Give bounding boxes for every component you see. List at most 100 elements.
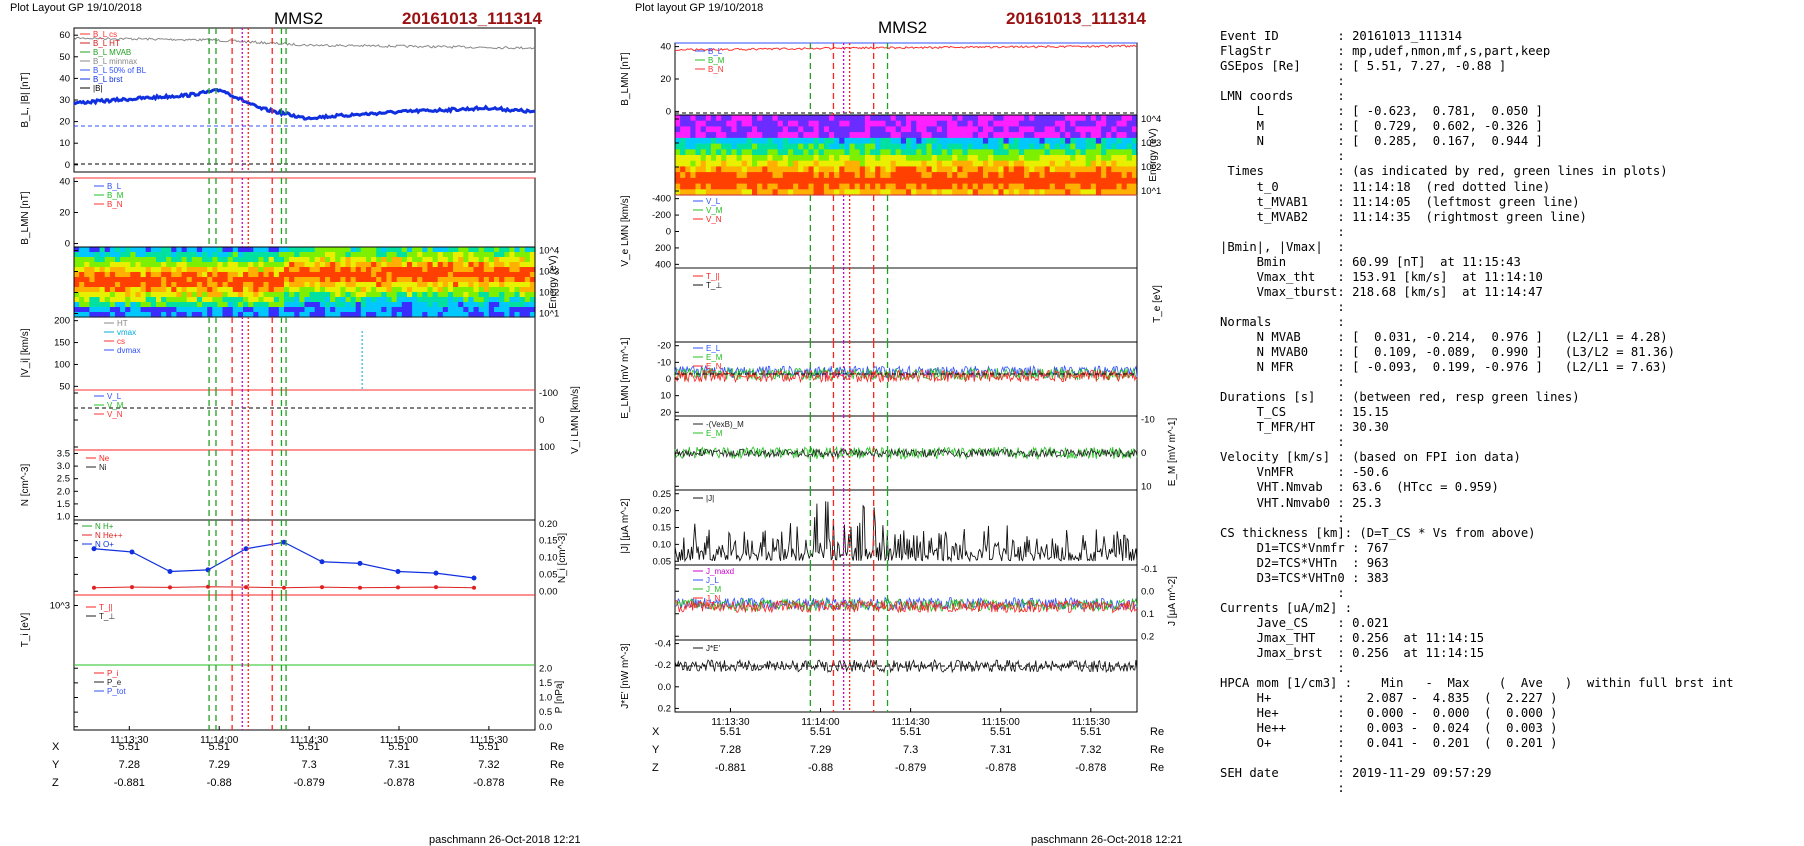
spectrogram-cell — [1060, 177, 1066, 185]
spectrogram-cell — [473, 297, 480, 303]
spectrogram-cell — [685, 177, 691, 185]
spectrogram-cell — [227, 302, 234, 308]
spectrogram-cell — [417, 247, 423, 253]
spectrogram-cell — [84, 312, 90, 318]
spectrogram-cell — [1116, 189, 1123, 196]
spectrogram-cell — [695, 177, 702, 185]
spectrogram-cell — [705, 183, 712, 190]
spectrogram-cell — [1029, 177, 1035, 185]
y-tick-label: 0.05 — [539, 569, 558, 580]
y-tick-label: 100 — [54, 359, 70, 370]
spectrogram-cell — [319, 287, 326, 293]
spectrogram-cell — [921, 143, 928, 150]
spectrogram-cell — [473, 312, 480, 318]
spectrogram-cell — [967, 115, 974, 122]
spectrogram-cell — [156, 282, 162, 288]
spectrogram-cell — [468, 272, 475, 278]
spectrogram-cell — [1116, 160, 1123, 167]
spectrogram-cell — [422, 252, 428, 258]
spectrogram-cell — [483, 292, 490, 298]
spectrogram-cell — [258, 252, 265, 258]
spectrogram-cell — [340, 282, 347, 288]
spectrogram-cell — [829, 189, 835, 196]
spectrogram-cell — [156, 312, 162, 318]
spectrogram-cell — [808, 172, 815, 179]
spectrogram-cell — [762, 155, 768, 162]
spectrogram-cell — [993, 155, 999, 162]
spectrogram-cell — [705, 177, 712, 185]
spectrogram-cell — [109, 267, 116, 273]
spectrogram-cell — [529, 277, 536, 283]
spectrogram-cell — [880, 132, 886, 139]
spectrogram-cell — [273, 277, 280, 283]
spectrogram-cell — [391, 247, 398, 253]
spectrogram-cell — [1054, 137, 1061, 145]
spectrogram-cell — [289, 287, 295, 293]
spectrogram-cell — [1024, 149, 1030, 156]
spectrogram-cell — [74, 302, 80, 308]
spectrogram-cell — [870, 172, 876, 179]
spectrogram-cell — [716, 137, 722, 145]
spectrogram-cell — [977, 155, 984, 162]
spectrogram-cell — [736, 155, 743, 162]
coord-value: 5.51 — [388, 741, 409, 753]
spectrogram-cell — [1018, 115, 1025, 122]
spectrogram-cell — [1111, 115, 1117, 122]
spectrogram-cell — [936, 120, 943, 127]
spectrogram-cell — [787, 189, 794, 196]
spectrogram-cell — [1039, 183, 1046, 190]
spectrogram-cell — [309, 282, 316, 288]
spectrogram-cell — [895, 137, 902, 145]
spectrogram-cell — [94, 272, 101, 278]
spectrogram-cell — [94, 262, 101, 268]
spectrogram-cell — [941, 137, 948, 145]
spectrogram-cell — [741, 177, 748, 185]
spectrogram-cell — [777, 149, 784, 156]
he-pp-point — [92, 585, 96, 590]
spectrogram-cell — [125, 292, 131, 298]
spectrogram-cell — [360, 307, 367, 313]
spectrogram-cell — [690, 160, 697, 167]
spectrogram-cell — [120, 302, 126, 308]
spectrogram-cell — [166, 292, 172, 298]
o-plus-point — [395, 569, 401, 574]
mid-p3-ylabel: V_e LMN [km/s] — [620, 195, 631, 266]
spectrogram-cell — [1039, 115, 1046, 122]
spectrogram-cell — [787, 149, 794, 156]
spectrogram-cell — [284, 282, 290, 288]
spectrogram-cell — [1013, 115, 1020, 122]
spectrogram-cell — [412, 312, 418, 318]
spectrogram-cell — [1013, 155, 1020, 162]
spectrogram-cell — [936, 132, 943, 139]
spectrogram-cell — [1044, 132, 1051, 139]
spectrogram-cell — [314, 282, 321, 288]
spectrogram-cell — [962, 115, 969, 122]
spectrogram-cell — [746, 137, 753, 145]
spectrogram-cell — [442, 252, 449, 258]
spectrogram-cell — [839, 115, 845, 122]
spectrogram-cell — [705, 126, 712, 133]
spectrogram-cell — [488, 297, 495, 303]
spectrogram-cell — [700, 160, 707, 167]
spectrogram-cell — [675, 172, 681, 179]
spectrogram-cell — [268, 287, 275, 293]
spectrogram-cell — [675, 143, 681, 150]
spectrogram-cell — [1075, 172, 1082, 179]
spectrogram-cell — [762, 183, 768, 190]
y-tick-label: 10^2 — [1141, 162, 1161, 173]
spectrogram-cell — [104, 312, 111, 318]
spectrogram-cell — [453, 262, 459, 268]
spectrogram-cell — [834, 166, 840, 173]
spectrogram-cell — [967, 189, 974, 196]
spectrogram-cell — [519, 287, 526, 293]
spectrogram-cell — [808, 189, 815, 196]
spectrogram-cell — [304, 262, 311, 268]
spectrogram-cell — [171, 312, 177, 318]
spectrogram-cell — [232, 277, 239, 283]
spectrogram-cell — [309, 257, 316, 263]
spectrogram-cell — [911, 126, 917, 133]
spectrogram-cell — [798, 149, 804, 156]
y-tick-label: 10 — [1141, 481, 1152, 492]
spectrogram-cell — [757, 183, 763, 190]
spectrogram-cell — [524, 302, 531, 308]
